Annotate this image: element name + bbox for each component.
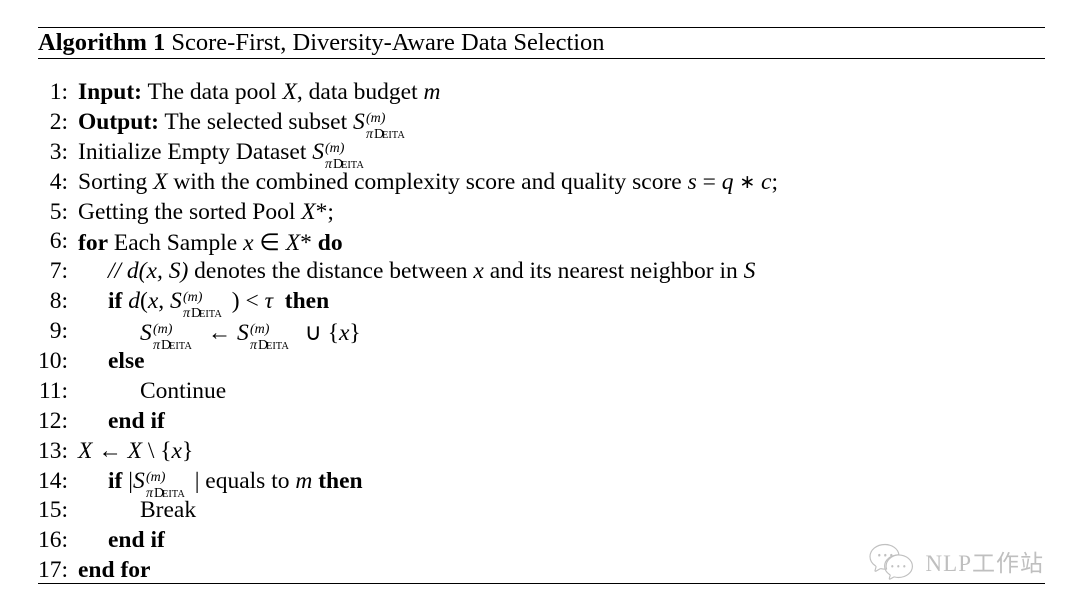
svg-text:(m): (m) — [183, 290, 203, 305]
svg-text:(m): (m) — [146, 470, 166, 485]
svg-text:(m): (m) — [325, 141, 345, 156]
svg-text:(m): (m) — [366, 111, 386, 126]
svg-text:(m): (m) — [153, 322, 173, 337]
svg-text:(m): (m) — [250, 322, 270, 337]
